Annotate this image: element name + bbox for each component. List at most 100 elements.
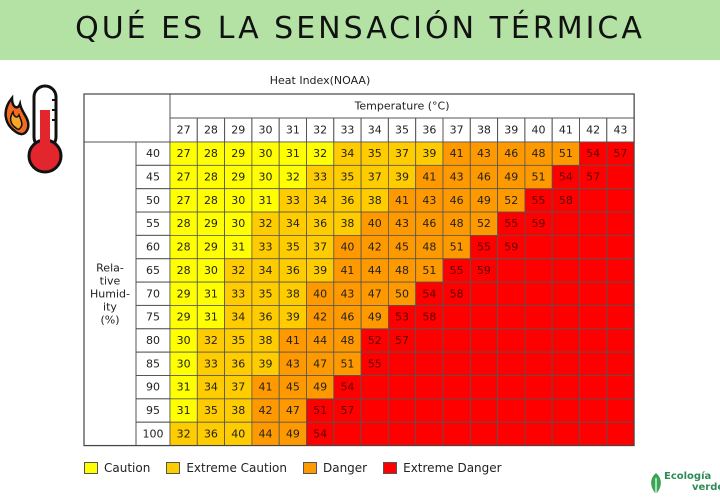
heat-value: 29 xyxy=(231,171,245,184)
heat-value: 59 xyxy=(532,217,546,230)
heat-cell xyxy=(469,375,498,400)
humidity-label: 80 xyxy=(146,334,160,347)
heat-value: 48 xyxy=(532,147,546,160)
heat-value: 33 xyxy=(204,357,218,370)
heat-value: 29 xyxy=(231,147,245,160)
heat-value: 47 xyxy=(313,357,327,370)
heat-value: 38 xyxy=(368,194,382,207)
table-border xyxy=(83,93,635,447)
heat-cell xyxy=(442,351,471,376)
humidity-label: 60 xyxy=(146,241,160,254)
humidity-header-label: ity xyxy=(103,300,117,313)
heat-cell xyxy=(606,258,635,283)
heat-value: 40 xyxy=(368,217,382,230)
heat-value: 40 xyxy=(231,427,245,440)
heat-cell xyxy=(606,164,635,190)
heat-value: 52 xyxy=(477,217,491,230)
heat-value: 39 xyxy=(422,147,436,160)
heat-value: 40 xyxy=(340,241,354,254)
heat-value: 51 xyxy=(313,404,327,417)
heat-cell xyxy=(606,305,635,330)
heat-value: 49 xyxy=(286,427,300,440)
heat-cell xyxy=(442,305,471,330)
heat-value: 35 xyxy=(340,171,354,184)
heat-value: 54 xyxy=(313,427,327,440)
heat-value: 34 xyxy=(313,194,327,207)
heat-value: 41 xyxy=(259,381,273,394)
legend-item-caution: Caution xyxy=(84,461,150,475)
temperature-label: 29 xyxy=(231,124,245,137)
heat-cell xyxy=(442,375,471,400)
heat-value: 32 xyxy=(259,217,273,230)
heat-value: 57 xyxy=(586,171,600,184)
heat-value: 54 xyxy=(340,381,354,394)
temperature-label: 35 xyxy=(395,124,409,137)
heat-cell xyxy=(579,375,608,400)
heat-value: 27 xyxy=(177,171,191,184)
heat-value: 54 xyxy=(559,171,573,184)
heat-cell xyxy=(524,351,553,376)
temperature-cell xyxy=(333,117,362,143)
humidity-label: 40 xyxy=(146,147,160,160)
temperature-label: 36 xyxy=(422,124,436,137)
heat-value: 55 xyxy=(368,357,382,370)
legend-swatch-extreme-caution xyxy=(166,462,181,474)
heat-value: 41 xyxy=(286,334,300,347)
heat-value: 46 xyxy=(422,217,436,230)
heat-value: 43 xyxy=(422,194,436,207)
heat-value: 49 xyxy=(368,311,382,324)
heat-cell xyxy=(579,305,608,330)
heat-value: 31 xyxy=(177,404,191,417)
heat-value: 31 xyxy=(286,147,300,160)
heat-cell xyxy=(360,375,389,400)
temperature-cell xyxy=(524,117,553,143)
temperature-label: 43 xyxy=(613,124,627,137)
heat-cell xyxy=(415,421,444,446)
heat-cell xyxy=(579,398,608,423)
heat-cell xyxy=(442,421,471,446)
heat-value: 29 xyxy=(177,287,191,300)
temperature-label: 38 xyxy=(477,124,491,137)
heat-value: 35 xyxy=(286,241,300,254)
heat-cell xyxy=(524,281,553,306)
heat-cell xyxy=(606,211,635,236)
heat-value: 33 xyxy=(259,241,273,254)
heat-cell xyxy=(387,375,417,400)
heat-value: 46 xyxy=(450,194,464,207)
heat-value: 32 xyxy=(204,334,218,347)
heat-value: 46 xyxy=(504,147,518,160)
heat-cell xyxy=(551,305,580,330)
heat-value: 55 xyxy=(504,217,518,230)
heat-value: 45 xyxy=(395,241,409,254)
heat-value: 34 xyxy=(204,381,218,394)
heat-value: 55 xyxy=(450,264,464,277)
heat-value: 43 xyxy=(340,287,354,300)
heat-value: 34 xyxy=(231,311,245,324)
heat-value: 55 xyxy=(477,241,491,254)
heat-value: 36 xyxy=(231,357,245,370)
heat-value: 39 xyxy=(259,357,273,370)
heat-value: 33 xyxy=(231,287,245,300)
heat-value: 38 xyxy=(231,404,245,417)
heat-value: 48 xyxy=(340,334,354,347)
heat-cell xyxy=(524,234,553,260)
legend-item-extreme-danger: Extreme Danger xyxy=(383,461,502,475)
heat-value: 40 xyxy=(313,287,327,300)
heat-cell xyxy=(333,421,362,446)
heat-cell xyxy=(579,258,608,283)
heat-cell xyxy=(387,351,417,376)
heat-value: 41 xyxy=(395,194,409,207)
heat-cell xyxy=(551,258,580,283)
heat-value: 30 xyxy=(177,334,191,347)
heat-cell xyxy=(497,398,526,423)
temperature-label: 40 xyxy=(532,124,546,137)
heat-value: 32 xyxy=(286,171,300,184)
heat-value: 31 xyxy=(259,194,273,207)
heat-value: 37 xyxy=(313,241,327,254)
heat-value: 32 xyxy=(231,264,245,277)
heat-value: 29 xyxy=(177,311,191,324)
heat-value: 31 xyxy=(204,287,218,300)
temperature-label: 41 xyxy=(559,124,573,137)
humidity-label: 70 xyxy=(146,287,160,300)
heat-value: 30 xyxy=(231,194,245,207)
